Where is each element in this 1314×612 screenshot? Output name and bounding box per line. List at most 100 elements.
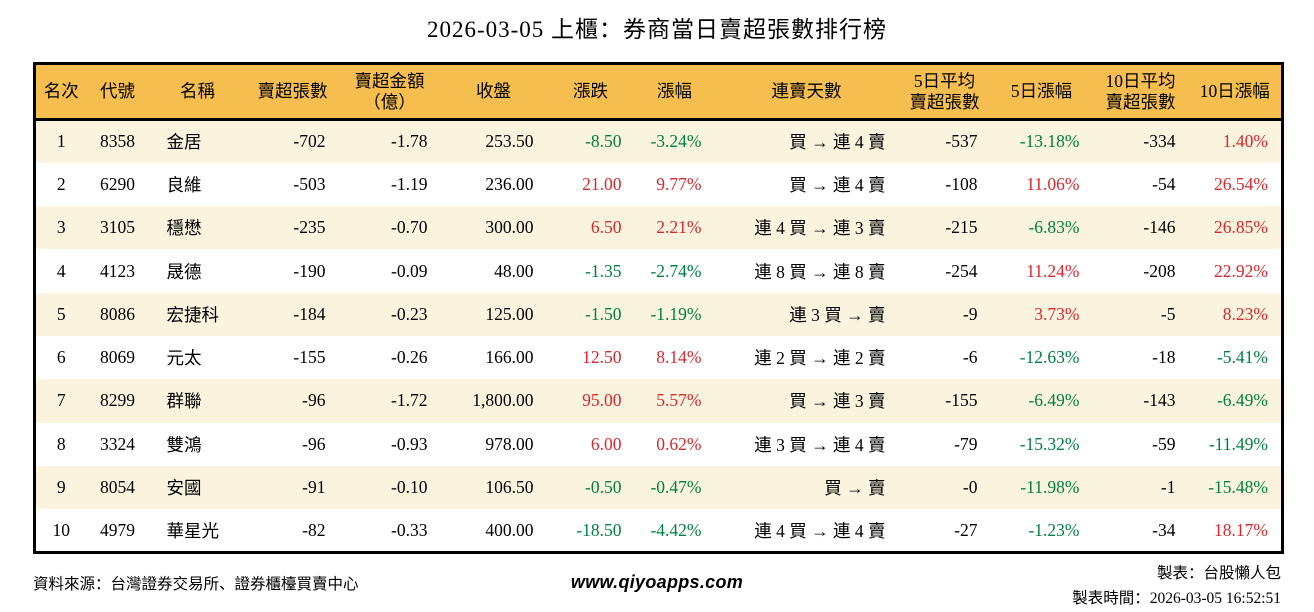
cell-net-sell-shares: -235 bbox=[293, 217, 326, 238]
cell-code: 8054 bbox=[100, 477, 135, 498]
cell-pct10-change: -6.49% bbox=[1216, 390, 1268, 411]
cell-pct5-change: -15.32% bbox=[1019, 433, 1080, 454]
generated-at-label: 製表時間：2026-03-05 16:52:51 bbox=[1072, 590, 1281, 607]
table-row: 2 6290 良維 -503 -1.19 236.00 21.00 9.77% 買 → 連 4 … bbox=[34, 162, 1283, 207]
cell-avg5-net-sell: -155 bbox=[945, 390, 978, 411]
cell-net-sell-shares: -184 bbox=[293, 303, 326, 324]
table-header-row: 名次 代號 名稱 賣超張數 賣超金額 （億） 收盤 漲跌 漲幅 連賣天數 5日平均 賣超張數 5日漲… bbox=[34, 63, 1283, 121]
column-header-pct5-change: 5日漲幅 bbox=[990, 63, 1093, 121]
cell-net-sell-shares: -82 bbox=[302, 519, 326, 540]
cell-net-sell-shares: -155 bbox=[293, 347, 326, 368]
cell-avg5-net-sell: -0 bbox=[962, 477, 978, 498]
cell-change: -0.50 bbox=[585, 477, 622, 498]
table-row: 4 4123 晟德 -190 -0.09 48.00 -1.35 -2.74% 連 8 買 → … bbox=[34, 249, 1283, 293]
cell-sell-streak: 買 → 連 3 賣 bbox=[789, 391, 886, 412]
cell-close: 48.00 bbox=[494, 260, 534, 281]
cell-pct10-change: -5.41% bbox=[1216, 347, 1268, 368]
cell-sell-streak: 連 4 買 → 連 3 賣 bbox=[754, 218, 886, 239]
cell-pct10-change: 22.92% bbox=[1214, 260, 1268, 281]
cell-change-pct: -1.19% bbox=[650, 303, 702, 324]
cell-change-pct: 8.14% bbox=[656, 347, 702, 368]
cell-change: 6.00 bbox=[590, 433, 622, 454]
cell-rank: 8 bbox=[56, 433, 66, 454]
cell-code: 8358 bbox=[100, 131, 135, 152]
cell-name: 元太 bbox=[166, 348, 202, 369]
cell-pct5-change: 11.24% bbox=[1026, 260, 1080, 281]
cell-pct10-change: -15.48% bbox=[1208, 477, 1268, 498]
cell-sell-streak: 連 2 買 → 連 2 賣 bbox=[754, 348, 886, 369]
column-header-pct10-change: 10日漲幅 bbox=[1188, 63, 1283, 121]
table-row: 10 4979 華星光 -82 -0.33 400.00 -18.50 -4.42% 連 4 買… bbox=[34, 509, 1283, 553]
cell-name: 金居 bbox=[166, 132, 202, 153]
cell-sell-streak: 買 → 賣 bbox=[824, 478, 886, 499]
cell-net-sell-shares: -702 bbox=[293, 131, 326, 152]
table-row: 9 8054 安國 -91 -0.10 106.50 -0.50 -0.47% 買 → 賣 -0 -… bbox=[34, 465, 1283, 510]
cell-change: -1.35 bbox=[585, 260, 622, 281]
cell-close: 400.00 bbox=[485, 519, 534, 540]
cell-pct10-change: -11.49% bbox=[1208, 433, 1268, 454]
cell-code: 6290 bbox=[100, 173, 135, 194]
cell-sell-streak: 連 8 買 → 連 8 賣 bbox=[754, 261, 886, 282]
cell-pct10-change: 1.40% bbox=[1222, 131, 1268, 152]
table-body: 1 8358 金居 -702 -1.78 253.50 -8.50 -3.24% 買 → 連 4… bbox=[34, 119, 1283, 553]
cell-rank: 2 bbox=[56, 173, 66, 194]
column-header-close: 收盤 bbox=[440, 63, 547, 121]
table-row: 8 3324 雙鴻 -96 -0.93 978.00 6.00 0.62% 連 3 買 → 連 … bbox=[34, 422, 1283, 466]
cell-rank: 9 bbox=[56, 477, 66, 498]
cell-net-sell-amount: -0.26 bbox=[391, 347, 428, 368]
cell-change: -18.50 bbox=[576, 519, 622, 540]
cell-pct5-change: -13.18% bbox=[1019, 131, 1080, 152]
cell-code: 8069 bbox=[100, 347, 135, 368]
cell-pct5-change: -1.23% bbox=[1028, 519, 1080, 540]
cell-sell-streak: 連 3 買 → 連 4 賣 bbox=[754, 434, 886, 455]
cell-rank: 3 bbox=[56, 217, 66, 238]
cell-net-sell-amount: -1.72 bbox=[391, 390, 428, 411]
cell-change-pct: -4.42% bbox=[650, 519, 702, 540]
cell-pct5-change: 11.06% bbox=[1026, 173, 1080, 194]
cell-avg10-net-sell: -18 bbox=[1152, 347, 1176, 368]
cell-code: 3324 bbox=[100, 433, 135, 454]
cell-avg5-net-sell: -27 bbox=[954, 519, 978, 540]
cell-code: 8086 bbox=[100, 303, 135, 324]
cell-rank: 10 bbox=[52, 519, 71, 540]
cell-rank: 6 bbox=[56, 347, 66, 368]
cell-avg5-net-sell: -537 bbox=[945, 131, 978, 152]
column-header-net-sell-shares: 賣超張數 bbox=[246, 63, 339, 121]
cell-name: 宏捷科 bbox=[166, 304, 220, 325]
cell-name: 穩懋 bbox=[166, 218, 202, 239]
cell-change-pct: 5.57% bbox=[656, 390, 702, 411]
cell-name: 晟德 bbox=[166, 261, 202, 282]
cell-code: 4123 bbox=[100, 260, 135, 281]
cell-sell-streak: 買 → 連 4 賣 bbox=[789, 132, 886, 153]
cell-net-sell-amount: -0.93 bbox=[391, 433, 428, 454]
cell-code: 3105 bbox=[100, 217, 135, 238]
column-header-net-sell-amount: 賣超金額 （億） bbox=[338, 63, 441, 121]
cell-code: 8299 bbox=[100, 390, 135, 411]
table-row: 1 8358 金居 -702 -1.78 253.50 -8.50 -3.24% 買 → 連 4… bbox=[34, 119, 1283, 163]
cell-pct5-change: -11.98% bbox=[1020, 477, 1080, 498]
cell-avg10-net-sell: -334 bbox=[1143, 131, 1176, 152]
cell-change: -8.50 bbox=[585, 131, 622, 152]
cell-change-pct: -2.74% bbox=[650, 260, 702, 281]
cell-change: 12.50 bbox=[582, 347, 622, 368]
column-header-avg5-net-sell: 5日平均 賣超張數 bbox=[898, 63, 991, 121]
page-title: 2026-03-05 上櫃：券商當日賣超張數排行榜 bbox=[426, 17, 888, 42]
cell-sell-streak: 連 3 買 → 賣 bbox=[789, 304, 886, 325]
cell-pct5-change: -6.49% bbox=[1028, 390, 1080, 411]
column-header-rank: 名次 bbox=[34, 63, 87, 121]
table-row: 7 8299 群聯 -96 -1.72 1,800.00 95.00 5.57% 買 → 連 3… bbox=[34, 379, 1283, 423]
cell-avg10-net-sell: -208 bbox=[1143, 260, 1176, 281]
cell-close: 166.00 bbox=[485, 347, 534, 368]
cell-change-pct: 2.21% bbox=[656, 217, 702, 238]
cell-net-sell-amount: -1.78 bbox=[391, 131, 428, 152]
cell-rank: 4 bbox=[56, 260, 66, 281]
cell-avg10-net-sell: -54 bbox=[1152, 173, 1176, 194]
cell-name: 群聯 bbox=[166, 391, 202, 412]
column-header-name: 名稱 bbox=[148, 63, 247, 121]
cell-pct10-change: 8.23% bbox=[1222, 303, 1268, 324]
cell-avg5-net-sell: -6 bbox=[962, 347, 978, 368]
cell-net-sell-amount: -1.19 bbox=[391, 173, 428, 194]
cell-net-sell-amount: -0.09 bbox=[391, 260, 428, 281]
cell-name: 良維 bbox=[166, 174, 202, 195]
